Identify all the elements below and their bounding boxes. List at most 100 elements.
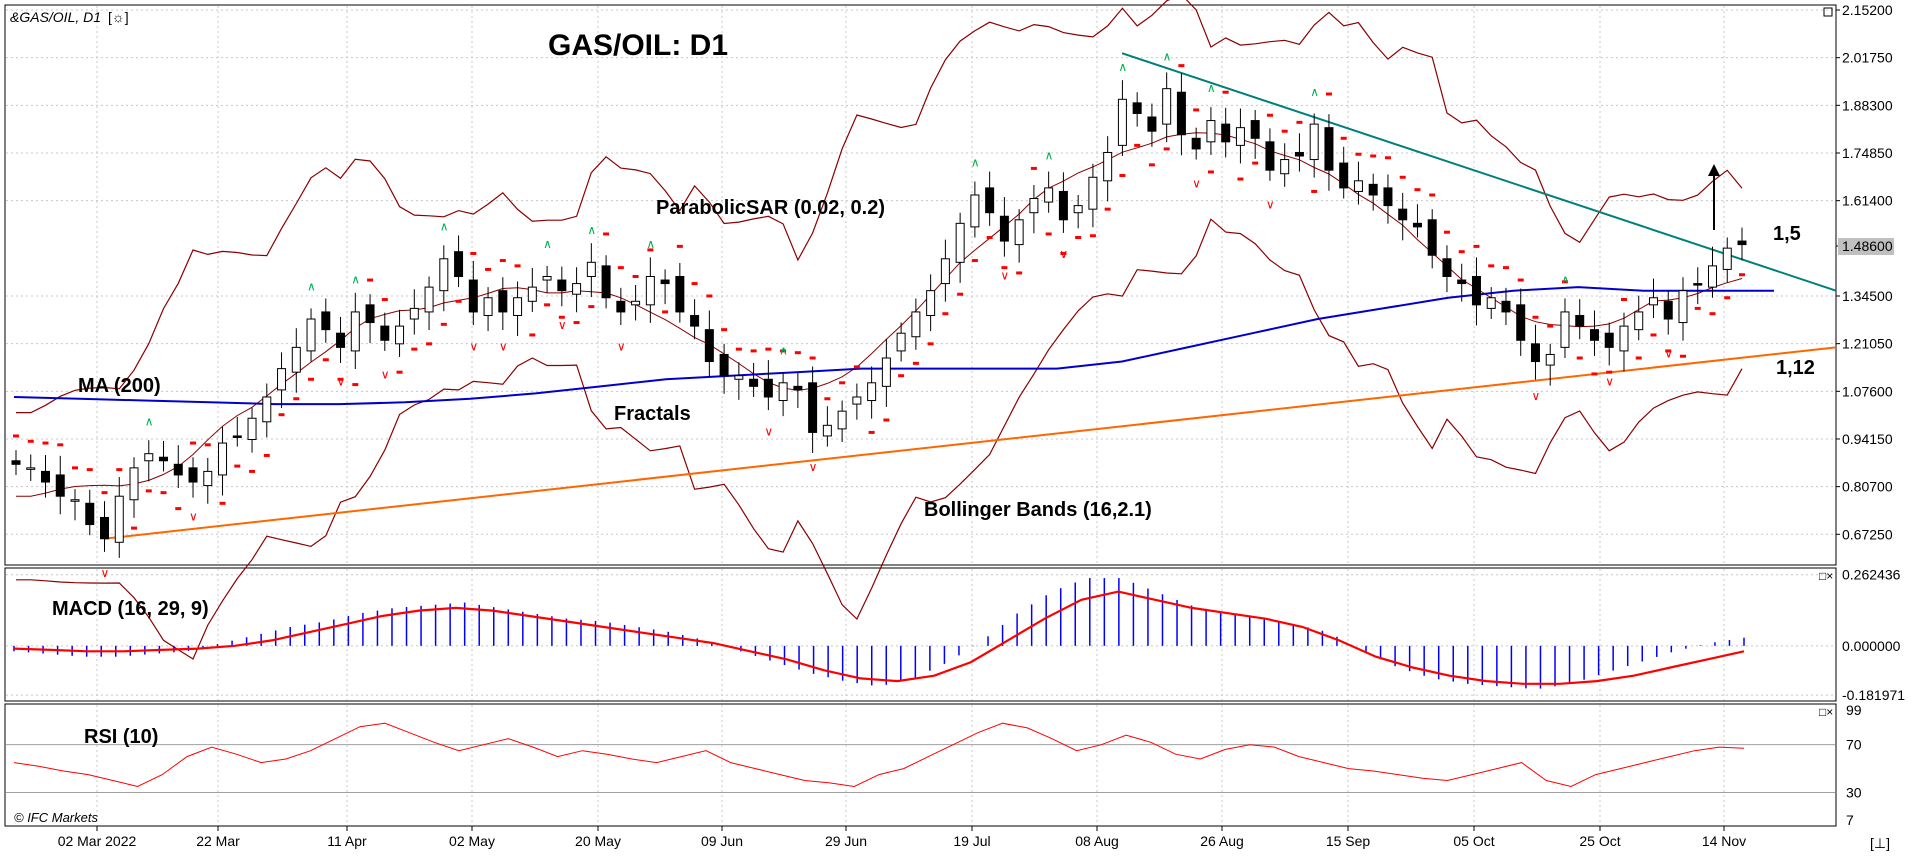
current-price-label: 1.48600 xyxy=(1842,238,1893,254)
candle-body xyxy=(159,456,169,462)
fractal-down-icon: ∨ xyxy=(1605,375,1614,389)
rsi-tick-label: 30 xyxy=(1846,785,1862,801)
candle-body xyxy=(336,332,346,348)
candle-body xyxy=(1412,222,1422,228)
candle-body xyxy=(1722,247,1732,270)
candle-body xyxy=(513,297,523,316)
price-tick-label: 0.67250 xyxy=(1842,526,1893,542)
x-tick-label: 25 Oct xyxy=(1579,833,1620,849)
candle-body xyxy=(409,307,419,320)
candle-body xyxy=(1634,311,1644,331)
macd-tick-label: 0.000000 xyxy=(1842,638,1901,654)
candle-body xyxy=(1516,304,1526,341)
rsi-pane-frame xyxy=(4,703,1837,827)
restore-pane-icon[interactable] xyxy=(1823,7,1833,17)
support-trendline xyxy=(103,346,1837,540)
fractal-markers: ∨ ∧ ∨ ∧ ∨ ∧ ∨ ∧ ∨ ∨ ∧ ∨ ∧ ∨ ∧ ∨ ∧ ∨ ∧ ∨ ∧ ∨ ∧ ∧ ∨ ∧ ∨ ∧ ∨ ∧ ∨ ∨ xyxy=(101,49,1674,580)
macd-pane-buttons-icon[interactable]: □× xyxy=(1819,569,1833,583)
fractal-up-icon: ∧ xyxy=(1045,149,1054,163)
candle-body xyxy=(1088,176,1098,210)
price-tick-label: 2.01750 xyxy=(1842,50,1893,66)
fractal-down-icon: ∨ xyxy=(764,424,773,438)
x-tick-label: 02 Mar 2022 xyxy=(58,833,137,849)
candle-body xyxy=(1398,208,1408,221)
fractal-down-icon: ∨ xyxy=(1266,198,1275,212)
candle-body xyxy=(277,368,287,391)
x-axis: 02 Mar 2022 22 Mar 11 Apr 02 May 20 May 09 Ju… xyxy=(58,826,1746,849)
candle-body xyxy=(1589,329,1599,341)
candle-body xyxy=(808,382,818,433)
current-price-box xyxy=(1838,238,1894,256)
candle-body xyxy=(1044,187,1054,203)
candle-body xyxy=(1501,300,1511,313)
price-y-axis: 2.15200 2.01750 1.88300 1.74850 1.61400 1.345… xyxy=(1836,2,1893,542)
candle-body xyxy=(498,290,508,313)
rsi-tick-label: 70 xyxy=(1846,737,1862,753)
fractal-up-icon: ∧ xyxy=(307,280,316,294)
rsi-pane-buttons-icon[interactable]: □× xyxy=(1819,705,1833,719)
x-tick-label: 11 Apr xyxy=(327,833,367,849)
candle-body xyxy=(1280,159,1290,175)
candle-body xyxy=(896,332,906,352)
candle-body xyxy=(1737,240,1747,246)
candle-body xyxy=(719,353,729,377)
up-arrow-icon xyxy=(1708,164,1720,230)
candle-body xyxy=(911,311,921,338)
candles xyxy=(11,72,1747,558)
candle-body xyxy=(1560,311,1570,348)
candle-body xyxy=(1206,120,1216,143)
candle-body xyxy=(1648,297,1658,306)
candle-body xyxy=(1678,290,1688,324)
candle-body xyxy=(660,279,670,285)
candle-body xyxy=(350,311,360,352)
fractal-up-icon: ∧ xyxy=(646,237,655,251)
fractal-up-icon: ∧ xyxy=(1207,81,1216,95)
x-tick-label: 02 May xyxy=(449,833,495,849)
fractal-down-icon: ∨ xyxy=(381,368,390,382)
candle-body xyxy=(867,382,877,402)
candle-body xyxy=(395,325,405,345)
candle-body xyxy=(1530,343,1540,363)
macd-tick-label: 0.262436 xyxy=(1842,567,1901,583)
candle-body xyxy=(1221,123,1231,143)
candle-body xyxy=(380,325,390,341)
candle-body xyxy=(218,442,228,476)
fractal-up-icon: ∧ xyxy=(543,237,552,251)
chart-title: GAS/OIL: D1 xyxy=(548,29,728,62)
candle-body xyxy=(778,382,788,402)
x-tick-label: 26 Aug xyxy=(1200,833,1244,849)
candle-body xyxy=(1235,127,1245,146)
fractal-down-icon: ∨ xyxy=(1664,346,1673,360)
candle-body xyxy=(955,222,965,263)
candle-body xyxy=(1176,91,1186,136)
price-tick-label: 1.34500 xyxy=(1842,288,1893,304)
candle-body xyxy=(940,258,950,285)
candle-body xyxy=(1029,198,1039,214)
candle-body xyxy=(247,417,257,441)
price-tick-label: 1.21050 xyxy=(1842,336,1893,352)
rsi-line xyxy=(13,722,1745,788)
candle-body xyxy=(675,275,685,313)
symbol-label: &GAS/OIL, D1 xyxy=(10,9,101,25)
resize-icon[interactable]: [⊥] xyxy=(1870,835,1890,851)
candle-body xyxy=(837,410,847,430)
candle-body xyxy=(306,318,316,352)
rsi-y-axis: 99 70 30 7 xyxy=(1846,702,1862,828)
candle-body xyxy=(1324,127,1334,171)
candle-body xyxy=(483,297,493,316)
ma200-label: MA (200) xyxy=(78,375,161,397)
fractal-down-icon: ∨ xyxy=(1531,389,1540,403)
fractal-up-icon: ∧ xyxy=(1561,273,1570,287)
gear-icon[interactable]: [☼] xyxy=(108,9,129,25)
x-tick-label: 14 Nov xyxy=(1702,833,1746,849)
candle-body xyxy=(454,251,464,277)
candle-body xyxy=(1619,325,1629,352)
candle-body xyxy=(468,279,478,313)
fractal-down-icon: ∨ xyxy=(1000,268,1009,282)
bollinger-upper xyxy=(16,0,1743,414)
x-tick-label: 15 Sep xyxy=(1326,833,1371,849)
candle-body xyxy=(1663,300,1673,320)
bollinger-label: Bollinger Bands (16,2.1) xyxy=(924,499,1152,521)
candle-body xyxy=(572,283,582,295)
